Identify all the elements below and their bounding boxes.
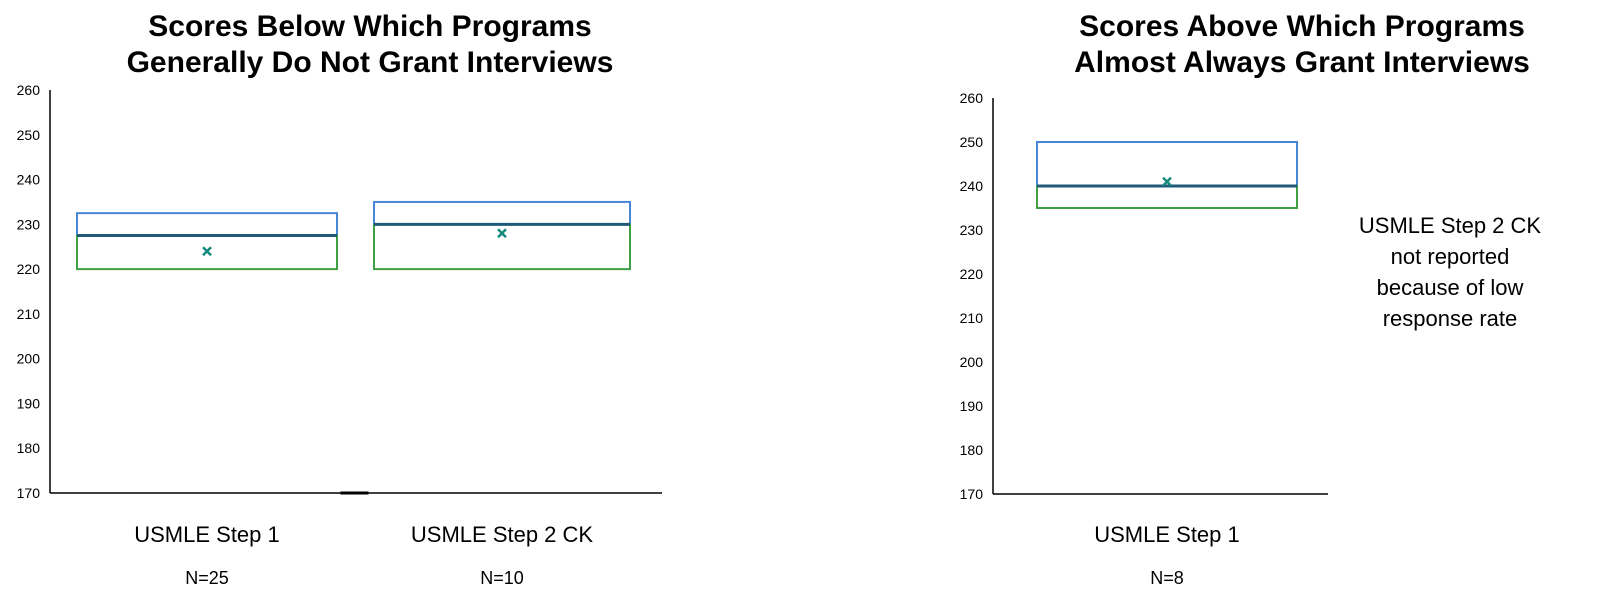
category-label: USMLE Step 2 CK bbox=[411, 522, 594, 547]
y-tick-label: 210 bbox=[960, 310, 984, 326]
y-tick-label: 180 bbox=[17, 440, 41, 456]
note-line: because of low bbox=[1377, 275, 1524, 300]
note-line: response rate bbox=[1383, 306, 1518, 331]
chart-right-title-line-1: Scores Above Which Programs bbox=[1079, 10, 1525, 43]
y-tick-label: 210 bbox=[17, 306, 41, 322]
chart-right-boxes bbox=[1036, 141, 1298, 209]
box-lower-quartile bbox=[373, 223, 631, 271]
mean-marker-stroke bbox=[202, 246, 212, 257]
chart-left-boxes bbox=[76, 200, 631, 271]
mean-marker bbox=[1162, 176, 1172, 187]
chart-right-title-line-2: Almost Always Grant Interviews bbox=[1074, 46, 1530, 79]
category-label: USMLE Step 1 bbox=[134, 522, 280, 547]
y-tick-label: 250 bbox=[17, 127, 41, 143]
y-tick-label: 240 bbox=[960, 178, 984, 194]
y-tick-label: 220 bbox=[17, 261, 41, 277]
y-tick-label: 240 bbox=[17, 172, 41, 188]
chart-right-note: USMLE Step 2 CK not reported because of lo… bbox=[1359, 213, 1542, 331]
y-tick-label: 180 bbox=[960, 442, 984, 458]
chart-left-category-labels: USMLE Step 1 N=25 USMLE Step 2 CK N=10 bbox=[134, 522, 593, 588]
y-tick-label: 230 bbox=[960, 222, 984, 238]
sample-size-label: N=8 bbox=[1150, 568, 1184, 588]
y-tick-label: 260 bbox=[960, 90, 984, 106]
sample-size-label: N=25 bbox=[185, 568, 229, 588]
box-upper-quartile bbox=[76, 212, 338, 237]
y-tick-label: 220 bbox=[960, 266, 984, 282]
chart-left-title-line-1: Scores Below Which Programs bbox=[148, 10, 591, 43]
chart-left-axes: 170 180 190 200 210 220 230 240 250 260 bbox=[17, 82, 662, 501]
box-lower-quartile bbox=[1036, 185, 1298, 209]
y-tick-label: 250 bbox=[960, 134, 984, 150]
note-line: not reported bbox=[1391, 244, 1510, 269]
mean-marker bbox=[497, 228, 507, 239]
mean-marker bbox=[202, 246, 212, 257]
chart-right-category-labels: USMLE Step 1 N=8 bbox=[1094, 522, 1240, 588]
chart-left: Scores Below Which Programs Generally Do… bbox=[17, 10, 662, 588]
mean-marker-stroke bbox=[497, 228, 507, 239]
box-upper-quartile bbox=[373, 200, 631, 226]
y-tick-label: 230 bbox=[17, 216, 41, 232]
y-tick-label: 190 bbox=[960, 398, 984, 414]
y-tick-label: 260 bbox=[17, 82, 41, 98]
category-label: USMLE Step 1 bbox=[1094, 522, 1240, 547]
y-tick-label: 200 bbox=[960, 354, 984, 370]
chart-right: Scores Above Which Programs Almost Alway… bbox=[960, 10, 1542, 588]
note-line: USMLE Step 2 CK bbox=[1359, 213, 1542, 238]
y-tick-label: 170 bbox=[17, 485, 41, 501]
y-tick-label: 190 bbox=[17, 395, 41, 411]
chart-right-axes: 170 180 190 200 210 220 230 240 250 260 bbox=[960, 90, 1328, 502]
y-tick-label: 200 bbox=[17, 351, 41, 367]
sample-size-label: N=10 bbox=[480, 568, 524, 588]
chart-left-title-line-2: Generally Do Not Grant Interviews bbox=[127, 46, 614, 79]
mean-marker-stroke bbox=[1162, 176, 1172, 187]
y-tick-label: 170 bbox=[960, 486, 984, 502]
box-upper-quartile bbox=[1036, 141, 1298, 187]
